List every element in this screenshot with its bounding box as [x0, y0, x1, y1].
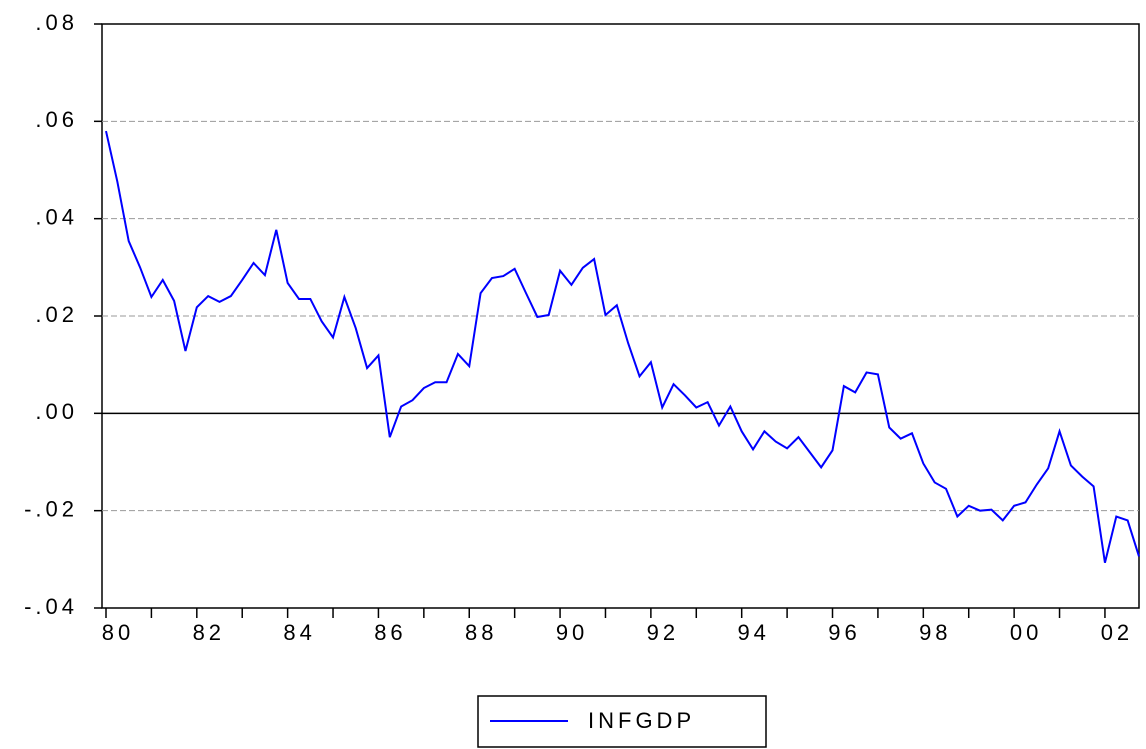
y-tick-label: .02 — [35, 302, 78, 327]
x-tick-label: 94 — [737, 620, 769, 645]
x-tick-label: 02 — [1101, 620, 1133, 645]
y-tick-label: .04 — [35, 204, 78, 229]
x-tick-label: 86 — [374, 620, 406, 645]
y-tick-label: .08 — [35, 10, 78, 35]
y-tick-label: -.04 — [24, 594, 78, 619]
x-tick-label: 80 — [102, 620, 134, 645]
x-tick-label: 92 — [647, 620, 679, 645]
y-tick-label: .06 — [35, 107, 78, 132]
x-tick-label: 88 — [465, 620, 497, 645]
y-tick-label: .00 — [35, 399, 78, 424]
x-tick-label: 96 — [828, 620, 860, 645]
legend-label: INFGDP — [588, 708, 695, 733]
y-tick-label: -.02 — [24, 496, 78, 521]
x-tick-label: 00 — [1010, 620, 1042, 645]
x-tick-label: 82 — [193, 620, 225, 645]
x-tick-label: 84 — [283, 620, 315, 645]
x-tick-label: 98 — [919, 620, 951, 645]
series-line — [105, 130, 1140, 563]
x-tick-label: 90 — [556, 620, 588, 645]
